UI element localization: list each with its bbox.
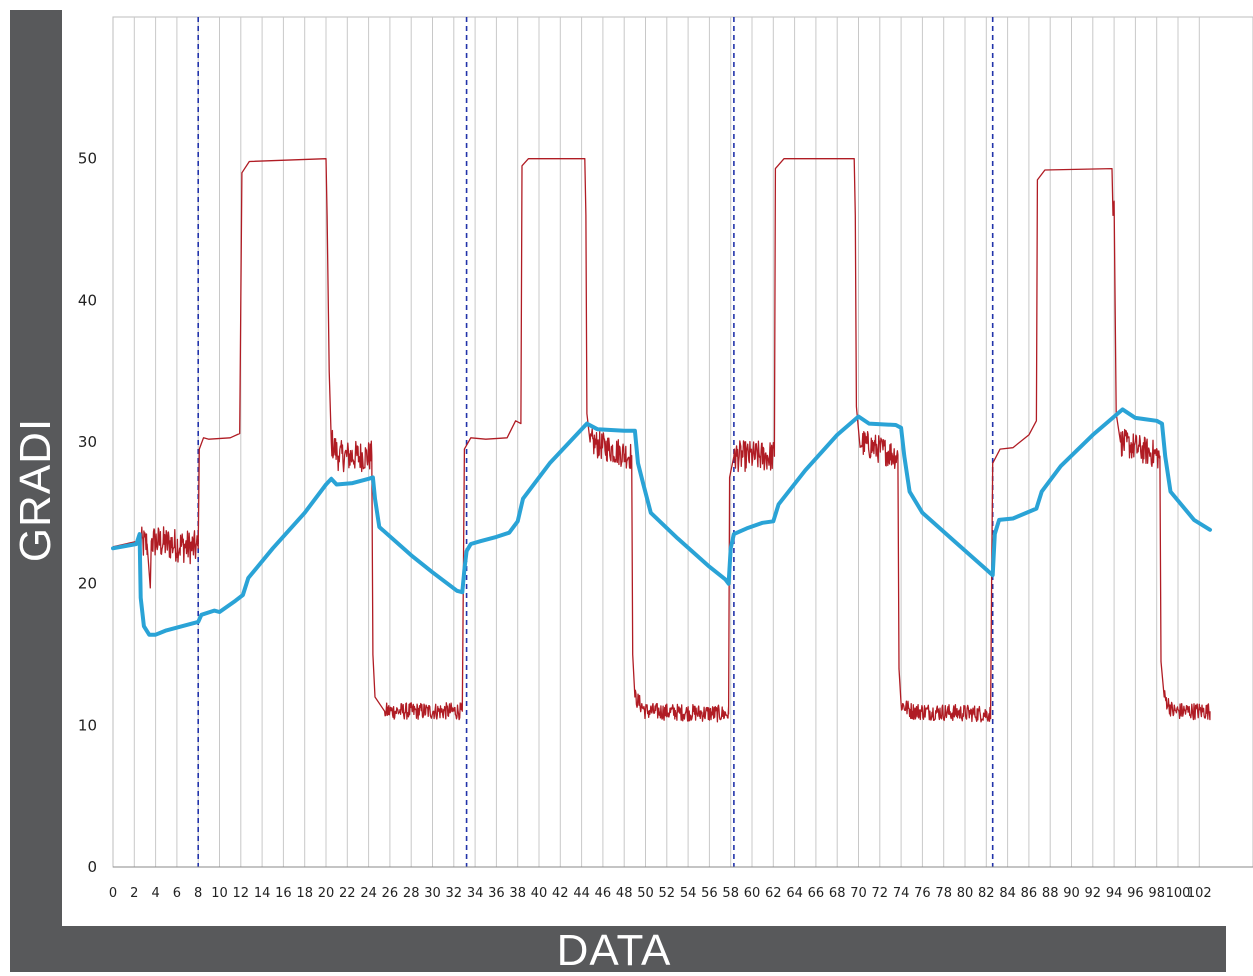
x-tick-label: 38	[509, 886, 526, 901]
x-tick-label: 0	[109, 886, 117, 901]
y-tick-label: 50	[78, 150, 97, 168]
x-tick-label: 26	[382, 886, 399, 901]
x-tick-label: 98	[1148, 886, 1165, 901]
series	[111, 158, 1212, 723]
x-tick-label: 102	[1187, 886, 1212, 901]
x-tick-label: 20	[318, 886, 335, 901]
grid	[133, 17, 1200, 867]
x-tick-label: 94	[1106, 886, 1123, 901]
x-tick-label: 44	[573, 886, 590, 901]
x-tick-label: 22	[339, 886, 356, 901]
y-tick-label: 20	[78, 575, 97, 593]
x-tick-label: 54	[680, 886, 697, 901]
y-tick-label: 30	[78, 433, 97, 451]
x-tick-label: 46	[595, 886, 612, 901]
x-tick-label: 18	[296, 886, 313, 901]
x-tick-label: 36	[488, 886, 505, 901]
x-tick-label: 70	[850, 886, 867, 901]
x-tick-label: 84	[999, 886, 1016, 901]
x-tick-label: 82	[978, 886, 995, 901]
y-axis-label: GRADI	[11, 417, 60, 563]
cycle-markers	[197, 17, 994, 867]
x-tick-label: 90	[1063, 886, 1080, 901]
x-tick-label: 100	[1166, 886, 1191, 901]
x-tick-label: 56	[701, 886, 718, 901]
x-tick-label: 78	[935, 886, 952, 901]
y-axis-label-bar	[10, 10, 62, 972]
x-tick-label: 14	[254, 886, 271, 901]
x-tick-label: 64	[786, 886, 803, 901]
x-tick-label: 2	[130, 886, 138, 901]
x-tick-label: 80	[957, 886, 974, 901]
x-tick-label: 92	[1085, 886, 1102, 901]
x-tick-label: 4	[151, 886, 159, 901]
x-tick-label: 62	[765, 886, 782, 901]
x-tick-labels: 0 2 4 6 8 10 12 14 16 18 20 22 24 26 28 30 32 34 36 38 40 42 4…	[109, 886, 1212, 901]
x-tick-label: 50	[637, 886, 654, 901]
x-tick-label: 40	[531, 886, 548, 901]
x-tick-label: 32	[446, 886, 463, 901]
x-tick-label: 42	[552, 886, 569, 901]
x-tick-label: 68	[829, 886, 846, 901]
x-tick-label: 10	[211, 886, 228, 901]
x-tick-label: 48	[616, 886, 633, 901]
x-tick-label: 96	[1127, 886, 1144, 901]
plot-area	[112, 16, 1253, 868]
x-tick-label: 88	[1042, 886, 1059, 901]
x-tick-label: 66	[808, 886, 825, 901]
x-tick-label: 34	[467, 886, 484, 901]
x-tick-label: 52	[659, 886, 676, 901]
x-tick-label: 16	[275, 886, 292, 901]
y-tick-label: 0	[87, 858, 97, 876]
x-tick-label: 24	[360, 886, 377, 901]
x-tick-label: 86	[1021, 886, 1038, 901]
x-axis-label: DATA	[556, 926, 672, 975]
y-tick-labels: 0 10 20 30 40 50	[78, 150, 97, 876]
y-tick-label: 10	[78, 716, 97, 734]
x-tick-label: 30	[424, 886, 441, 901]
series-line-red	[112, 158, 1211, 723]
x-tick-label: 58	[722, 886, 739, 901]
series-line-blue	[111, 407, 1212, 637]
x-tick-label: 76	[914, 886, 931, 901]
x-tick-label: 60	[744, 886, 761, 901]
x-tick-label: 74	[893, 886, 910, 901]
x-tick-label: 12	[233, 886, 250, 901]
y-tick-label: 40	[78, 291, 97, 309]
x-tick-label: 72	[872, 886, 889, 901]
x-tick-label: 6	[173, 886, 181, 901]
x-tick-label: 28	[403, 886, 420, 901]
x-tick-label: 8	[194, 886, 202, 901]
x-axis-label-bar	[10, 926, 1226, 972]
